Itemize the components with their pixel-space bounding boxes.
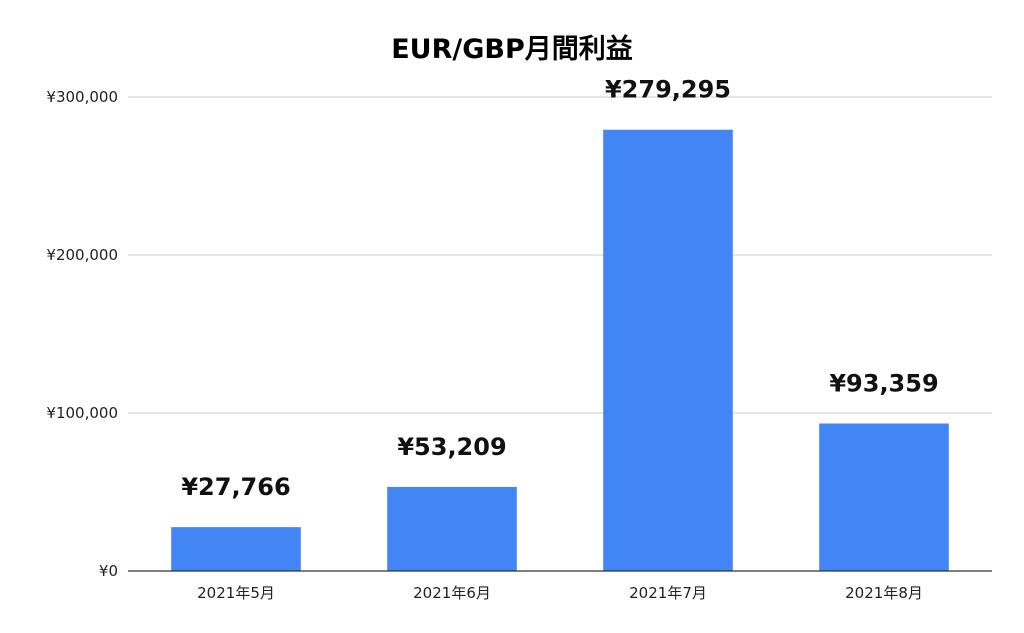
x-tick-label: 2021年7月	[629, 584, 707, 602]
y-tick-label: ¥200,000	[46, 246, 118, 264]
y-tick-label: ¥0	[99, 562, 118, 580]
gridlines	[128, 96, 992, 414]
data-label: ¥93,359	[829, 369, 938, 397]
y-tick-label: ¥300,000	[46, 88, 118, 106]
y-tick-label: ¥100,000	[46, 404, 118, 422]
chart-title: EUR/GBP月間利益	[391, 34, 633, 65]
bars	[171, 129, 949, 571]
data-label: ¥53,209	[397, 433, 506, 461]
bar	[171, 527, 301, 571]
data-label: ¥27,766	[181, 473, 290, 501]
y-axis-ticks: ¥0 ¥100,000 ¥200,000 ¥300,000	[46, 88, 118, 580]
data-labels: ¥27,766 ¥53,209 ¥279,295 ¥93,359	[181, 76, 938, 501]
x-tick-label: 2021年8月	[845, 584, 923, 602]
bar	[603, 129, 733, 571]
bar	[819, 423, 949, 571]
x-tick-label: 2021年5月	[197, 584, 275, 602]
x-tick-label: 2021年6月	[413, 584, 491, 602]
data-label: ¥279,295	[605, 76, 731, 104]
bar	[387, 486, 517, 571]
x-axis-ticks: 2021年5月 2021年6月 2021年7月 2021年8月	[197, 584, 923, 602]
